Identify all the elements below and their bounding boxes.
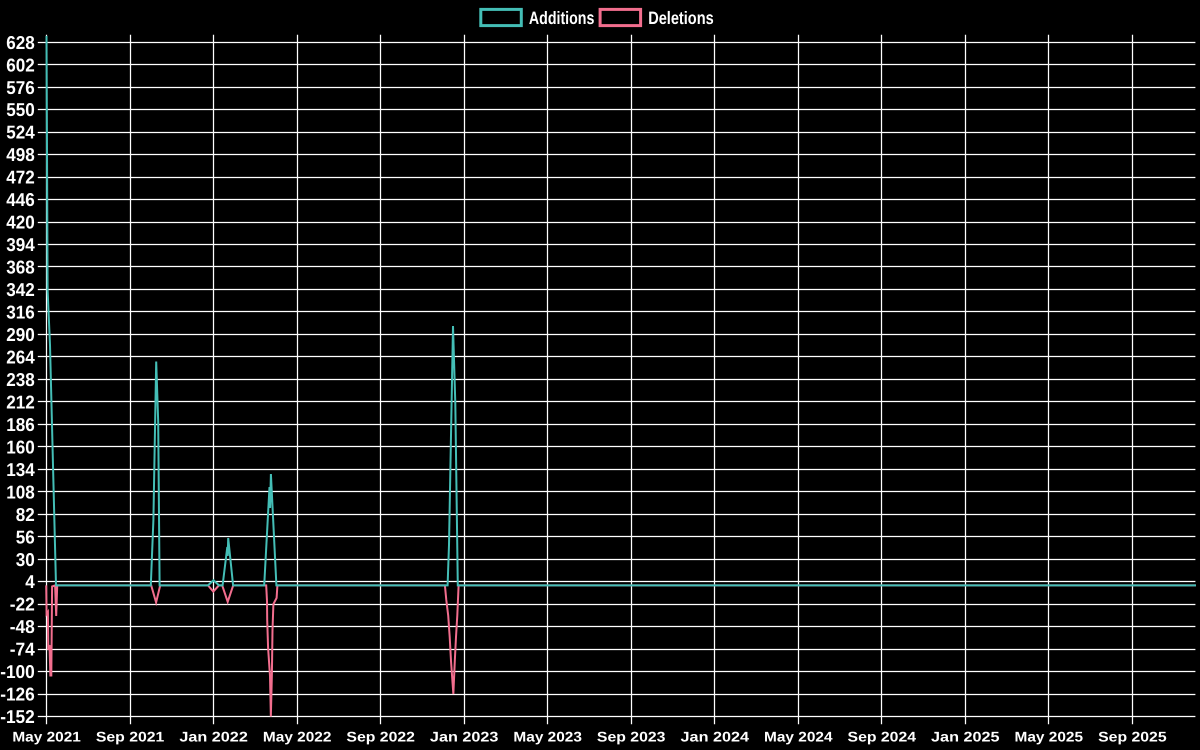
svg-text:290: 290 <box>6 324 35 345</box>
svg-text:446: 446 <box>6 189 35 210</box>
svg-text:May 2021: May 2021 <box>12 729 81 745</box>
svg-text:498: 498 <box>6 144 35 165</box>
svg-text:-74: -74 <box>10 639 36 660</box>
svg-text:-48: -48 <box>10 616 35 637</box>
svg-text:30: 30 <box>16 549 35 570</box>
svg-text:186: 186 <box>6 414 35 435</box>
svg-text:-100: -100 <box>0 661 35 682</box>
svg-text:160: 160 <box>6 436 35 457</box>
svg-text:Jan 2023: Jan 2023 <box>430 729 499 745</box>
svg-text:Sep 2024: Sep 2024 <box>848 729 917 745</box>
svg-text:Deletions: Deletions <box>648 8 714 28</box>
svg-text:May 2024: May 2024 <box>764 729 833 745</box>
svg-text:4: 4 <box>25 571 35 592</box>
svg-text:394: 394 <box>6 234 35 255</box>
svg-text:Sep 2025: Sep 2025 <box>1098 729 1167 745</box>
svg-text:342: 342 <box>6 279 35 300</box>
svg-text:316: 316 <box>6 302 35 323</box>
svg-text:Jan 2022: Jan 2022 <box>179 729 248 745</box>
svg-text:-126: -126 <box>0 684 35 705</box>
svg-text:Additions: Additions <box>529 8 595 28</box>
svg-text:Jan 2024: Jan 2024 <box>681 729 750 745</box>
svg-text:628: 628 <box>6 32 35 53</box>
svg-text:-152: -152 <box>0 706 35 727</box>
svg-text:108: 108 <box>6 481 35 502</box>
svg-text:Sep 2022: Sep 2022 <box>346 729 415 745</box>
svg-text:56: 56 <box>16 526 35 547</box>
svg-text:Jan 2025: Jan 2025 <box>931 729 1000 745</box>
svg-text:-22: -22 <box>10 594 35 615</box>
svg-text:May 2023: May 2023 <box>513 729 582 745</box>
svg-text:472: 472 <box>6 167 35 188</box>
svg-text:82: 82 <box>16 504 35 525</box>
svg-text:550: 550 <box>6 99 35 120</box>
svg-text:212: 212 <box>6 391 35 412</box>
svg-text:524: 524 <box>6 122 35 143</box>
svg-text:602: 602 <box>6 54 35 75</box>
svg-text:May 2025: May 2025 <box>1015 729 1084 745</box>
svg-text:576: 576 <box>6 77 35 98</box>
svg-text:368: 368 <box>6 257 35 278</box>
svg-text:134: 134 <box>6 459 35 480</box>
svg-text:264: 264 <box>6 347 35 368</box>
svg-text:Sep 2021: Sep 2021 <box>96 729 165 745</box>
svg-text:420: 420 <box>6 212 35 233</box>
svg-text:Sep 2023: Sep 2023 <box>597 729 666 745</box>
svg-text:238: 238 <box>6 369 35 390</box>
svg-text:May 2022: May 2022 <box>263 729 332 745</box>
